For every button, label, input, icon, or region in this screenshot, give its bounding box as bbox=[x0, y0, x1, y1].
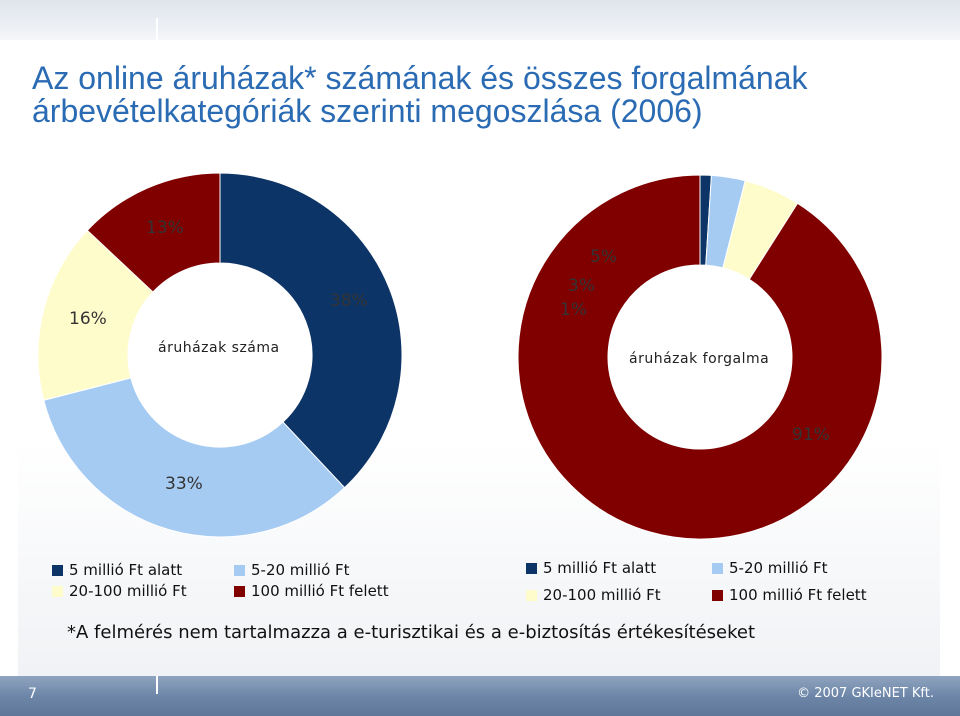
legend-label: 100 millió Ft felett bbox=[729, 586, 867, 604]
top-header-band bbox=[0, 0, 960, 40]
slide-title-line-2: árbevételkategóriák szerinti megoszlása … bbox=[32, 93, 703, 129]
chart2-legend-item: 20-100 millió Ft bbox=[526, 586, 661, 604]
legend-label: 5 millió Ft alatt bbox=[69, 561, 183, 579]
chart1-legend-item: 5 millió Ft alatt bbox=[52, 561, 182, 579]
chart2-legend-item: 5 millió Ft alatt bbox=[526, 559, 656, 577]
legend-swatch bbox=[52, 585, 63, 597]
legend-swatch bbox=[712, 562, 723, 574]
donut-chart-aruhazak-szama bbox=[37, 172, 403, 538]
legend-label: 100 millió Ft felett bbox=[251, 582, 389, 600]
copyright-text: © 2007 GKIeNET Kft. bbox=[797, 686, 934, 701]
legend-label: 20-100 millió Ft bbox=[69, 582, 187, 600]
chart1-center-title: áruházak száma bbox=[158, 340, 280, 356]
chart2-legend-item: 5-20 millió Ft bbox=[712, 559, 828, 577]
legend-label: 5-20 millió Ft bbox=[251, 561, 350, 579]
donut-chart-aruhazak-forgalma bbox=[517, 174, 883, 540]
legend-swatch bbox=[712, 589, 723, 601]
chart2-label-cat3: 5% bbox=[590, 247, 617, 267]
footer-divider bbox=[156, 676, 158, 694]
legend-swatch bbox=[234, 564, 245, 576]
chart1-slice-5-20-millio bbox=[43, 377, 346, 538]
chart2-label-cat1: 1% bbox=[560, 300, 587, 320]
chart2-label-cat2: 3% bbox=[568, 276, 595, 296]
legend-label: 5-20 millió Ft bbox=[729, 559, 828, 577]
legend-label: 5 millió Ft alatt bbox=[543, 559, 657, 577]
chart2-label-cat4: 91% bbox=[792, 425, 830, 445]
chart1-slice-100-millio-felett bbox=[86, 172, 221, 293]
footnote: *A felmérés nem tartalmazza a e-turiszti… bbox=[67, 622, 756, 643]
legend-swatch bbox=[526, 589, 537, 601]
chart1-slice-20-100-millio bbox=[37, 229, 154, 401]
legend-swatch bbox=[52, 564, 63, 576]
header-divider bbox=[156, 18, 158, 40]
chart1-slice-5-millio-alatt bbox=[219, 172, 403, 489]
chart1-label-cat4: 13% bbox=[146, 218, 184, 238]
slide-title-line-1: Az online áruházak* számának és összes f… bbox=[32, 60, 808, 96]
page-number: 7 bbox=[28, 686, 37, 702]
chart1-label-cat1: 38% bbox=[330, 291, 368, 311]
legend-swatch bbox=[234, 585, 245, 597]
chart1-legend-item: 20-100 millió Ft bbox=[52, 582, 187, 600]
chart1-label-cat3: 16% bbox=[69, 309, 107, 329]
chart1-legend-item: 5-20 millió Ft bbox=[234, 561, 350, 579]
footer-band bbox=[0, 676, 960, 716]
chart1-legend-item: 100 millió Ft felett bbox=[234, 582, 389, 600]
chart1-label-cat2: 33% bbox=[165, 474, 203, 494]
slide-title: Az online áruházak* számának és összes f… bbox=[32, 62, 952, 128]
legend-label: 20-100 millió Ft bbox=[543, 586, 661, 604]
chart2-center-title: áruházak forgalma bbox=[629, 351, 770, 367]
chart2-slice-100-millio-felett bbox=[517, 174, 883, 540]
legend-swatch bbox=[526, 562, 537, 574]
chart2-legend-item: 100 millió Ft felett bbox=[712, 586, 867, 604]
